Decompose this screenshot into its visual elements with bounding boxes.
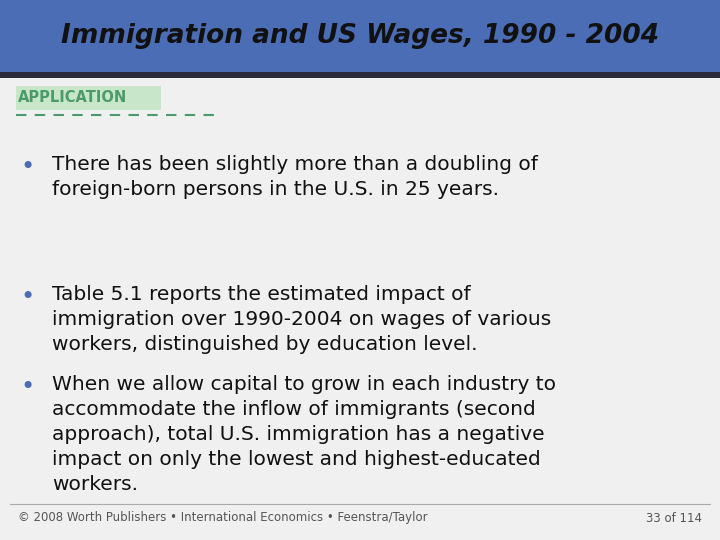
Text: APPLICATION: APPLICATION [18,91,127,105]
Text: •: • [21,285,35,309]
Bar [0,72,720,78]
Text: •: • [21,155,35,179]
Bar [16,86,161,110]
Text: There has been slightly more than a doubling of
foreign-born persons in the U.S.: There has been slightly more than a doub… [52,155,538,199]
Text: Immigration and US Wages, 1990 - 2004: Immigration and US Wages, 1990 - 2004 [61,23,659,49]
Bar [0,0,720,72]
Text: •: • [21,375,35,399]
Text: 33 of 114: 33 of 114 [646,511,702,524]
Text: Table 5.1 reports the estimated impact of
immigration over 1990-2004 on wages of: Table 5.1 reports the estimated impact o… [52,285,552,354]
Text: © 2008 Worth Publishers • International Economics • Feenstra/Taylor: © 2008 Worth Publishers • International … [18,511,428,524]
Text: When we allow capital to grow in each industry to
accommodate the inflow of immi: When we allow capital to grow in each in… [52,375,556,494]
